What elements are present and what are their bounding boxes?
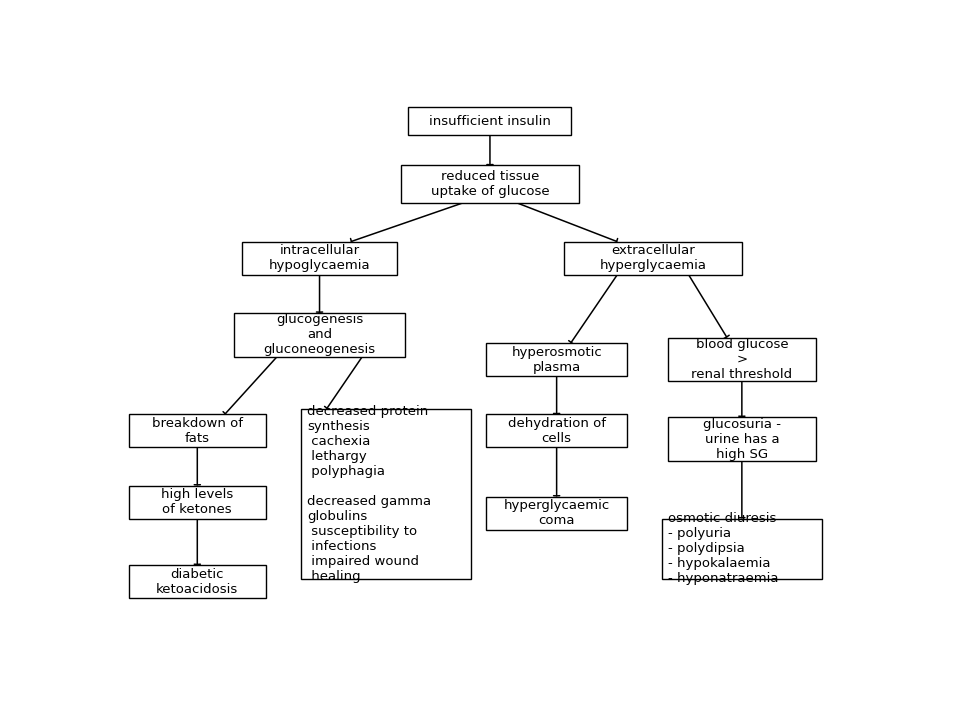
FancyBboxPatch shape — [564, 241, 742, 275]
Text: blood glucose
>
renal threshold: blood glucose > renal threshold — [691, 338, 793, 381]
Text: extracellular
hyperglycaemia: extracellular hyperglycaemia — [599, 244, 706, 272]
Text: hyperosmotic
plasma: hyperosmotic plasma — [511, 345, 602, 374]
FancyBboxPatch shape — [667, 417, 815, 461]
Text: decreased protein
synthesis
 cachexia
 lethargy
 polyphagia

decreased gamma
glo: decreased protein synthesis cachexia let… — [307, 405, 431, 583]
Text: intracellular
hypoglycaemia: intracellular hypoglycaemia — [269, 244, 370, 272]
Text: insufficient insulin: insufficient insulin — [429, 115, 551, 127]
FancyBboxPatch shape — [667, 337, 815, 382]
Text: diabetic
ketoacidosis: diabetic ketoacidosis — [156, 567, 238, 596]
Text: high levels
of ketones: high levels of ketones — [162, 488, 233, 516]
Text: hyperglycaemic
coma: hyperglycaemic coma — [504, 499, 610, 527]
FancyBboxPatch shape — [301, 409, 471, 579]
FancyBboxPatch shape — [129, 414, 266, 447]
Text: breakdown of
fats: breakdown of fats — [152, 417, 243, 445]
Text: glucosuria -
urine has a
high SG: glucosuria - urine has a high SG — [703, 417, 781, 461]
Text: glucogenesis
and
gluconeogenesis: glucogenesis and gluconeogenesis — [264, 313, 376, 357]
FancyBboxPatch shape — [401, 165, 578, 203]
Text: dehydration of
cells: dehydration of cells — [508, 417, 606, 445]
Text: reduced tissue
uptake of glucose: reduced tissue uptake of glucose — [430, 170, 550, 198]
FancyBboxPatch shape — [487, 414, 627, 447]
FancyBboxPatch shape — [129, 486, 266, 518]
FancyBboxPatch shape — [408, 107, 572, 135]
FancyBboxPatch shape — [129, 565, 266, 598]
FancyBboxPatch shape — [487, 497, 627, 530]
FancyBboxPatch shape — [487, 343, 627, 376]
FancyBboxPatch shape — [663, 518, 821, 579]
FancyBboxPatch shape — [242, 241, 398, 275]
FancyBboxPatch shape — [234, 313, 404, 357]
Text: osmotic diuresis
- polyuria
- polydipsia
- hypokalaemia
- hyponatraemia: osmotic diuresis - polyuria - polydipsia… — [668, 512, 778, 585]
